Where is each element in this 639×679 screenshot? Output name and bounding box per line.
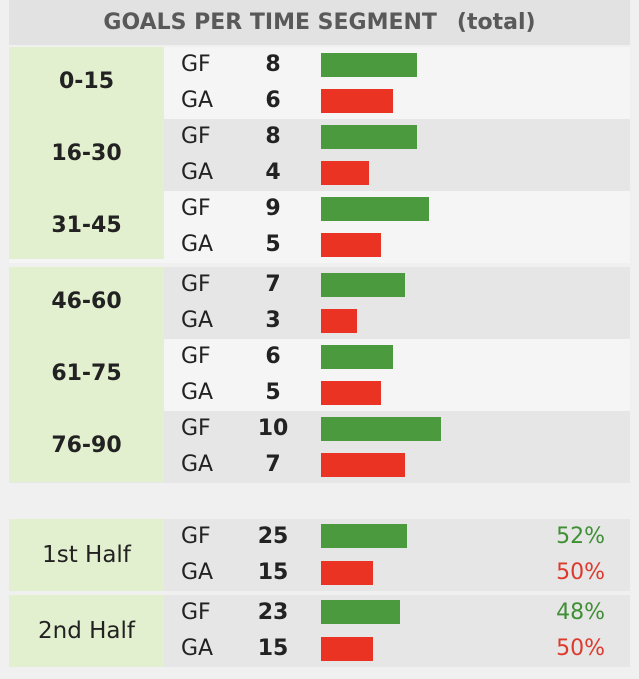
series-label-ga: GA xyxy=(181,560,214,585)
percent-label-ga: 50% xyxy=(556,636,605,661)
series-label-ga: GA xyxy=(181,380,214,405)
bar-ga xyxy=(321,453,405,477)
value-label-gf: 23 xyxy=(257,600,289,625)
bar-ga xyxy=(321,89,393,113)
bar-gf xyxy=(321,417,441,441)
value-label-gf: 10 xyxy=(257,416,289,441)
series-label-gf: GF xyxy=(181,124,211,149)
bar-ga xyxy=(321,309,357,333)
series-label-ga: GA xyxy=(181,636,214,661)
segment-label: 61-75 xyxy=(51,361,122,386)
percent-label-gf: 48% xyxy=(556,600,605,625)
percent-label-ga: 50% xyxy=(556,560,605,585)
series-label-ga: GA xyxy=(181,308,214,333)
series-label-gf: GF xyxy=(181,600,211,625)
segment-label: 46-60 xyxy=(51,289,122,314)
value-label-ga: 7 xyxy=(265,452,281,477)
chart-header: GOALS PER TIME SEGMENT (total) xyxy=(9,0,630,45)
chart-subtitle: (total) xyxy=(456,10,536,35)
segment-group-block: 46-60 61-75 76-90 xyxy=(9,267,164,482)
chart-title: GOALS PER TIME SEGMENT xyxy=(103,10,437,35)
bar-gf xyxy=(321,273,405,297)
value-label-ga: 3 xyxy=(265,308,281,333)
value-label-gf: 25 xyxy=(257,524,289,549)
series-label-gf: GF xyxy=(181,272,211,297)
series-label-ga: GA xyxy=(181,452,214,477)
value-label-ga: 5 xyxy=(265,380,281,405)
segment-label: 31-45 xyxy=(51,213,122,238)
value-label-ga: 6 xyxy=(265,88,281,113)
bar-ga xyxy=(321,161,369,185)
bar-gf xyxy=(321,125,417,149)
value-label-ga: 4 xyxy=(265,160,281,185)
segment-label: 76-90 xyxy=(51,433,122,458)
series-label-gf: GF xyxy=(181,416,211,441)
value-label-gf: 6 xyxy=(265,344,281,369)
series-label-gf: GF xyxy=(181,524,211,549)
percent-label-gf: 52% xyxy=(556,524,605,549)
series-label-ga: GA xyxy=(181,88,214,113)
value-label-gf: 8 xyxy=(265,52,281,77)
series-label-gf: GF xyxy=(181,344,211,369)
bar-ga xyxy=(321,561,373,585)
half-label: 1st Half xyxy=(9,519,164,591)
bar-gf xyxy=(321,53,417,77)
series-label-ga: GA xyxy=(181,160,214,185)
bar-ga xyxy=(321,381,381,405)
value-label-gf: 7 xyxy=(265,272,281,297)
value-label-ga: 5 xyxy=(265,232,281,257)
half-label: 2nd Half xyxy=(9,595,164,667)
series-label-gf: GF xyxy=(181,52,211,77)
segment-label: 16-30 xyxy=(51,141,122,166)
bar-ga xyxy=(321,637,373,661)
series-label-ga: GA xyxy=(181,232,214,257)
bar-gf xyxy=(321,197,429,221)
bar-gf xyxy=(321,345,393,369)
segment-label: 0-15 xyxy=(58,69,115,94)
segment-group-block: 0-15 16-30 31-45 xyxy=(9,47,164,259)
value-label-gf: 8 xyxy=(265,124,281,149)
value-label-ga: 15 xyxy=(257,636,289,661)
bar-gf xyxy=(321,524,408,548)
value-label-gf: 9 xyxy=(265,196,281,221)
bar-ga xyxy=(321,233,381,257)
bar-gf xyxy=(321,600,401,624)
series-label-gf: GF xyxy=(181,196,211,221)
value-label-ga: 15 xyxy=(257,560,289,585)
